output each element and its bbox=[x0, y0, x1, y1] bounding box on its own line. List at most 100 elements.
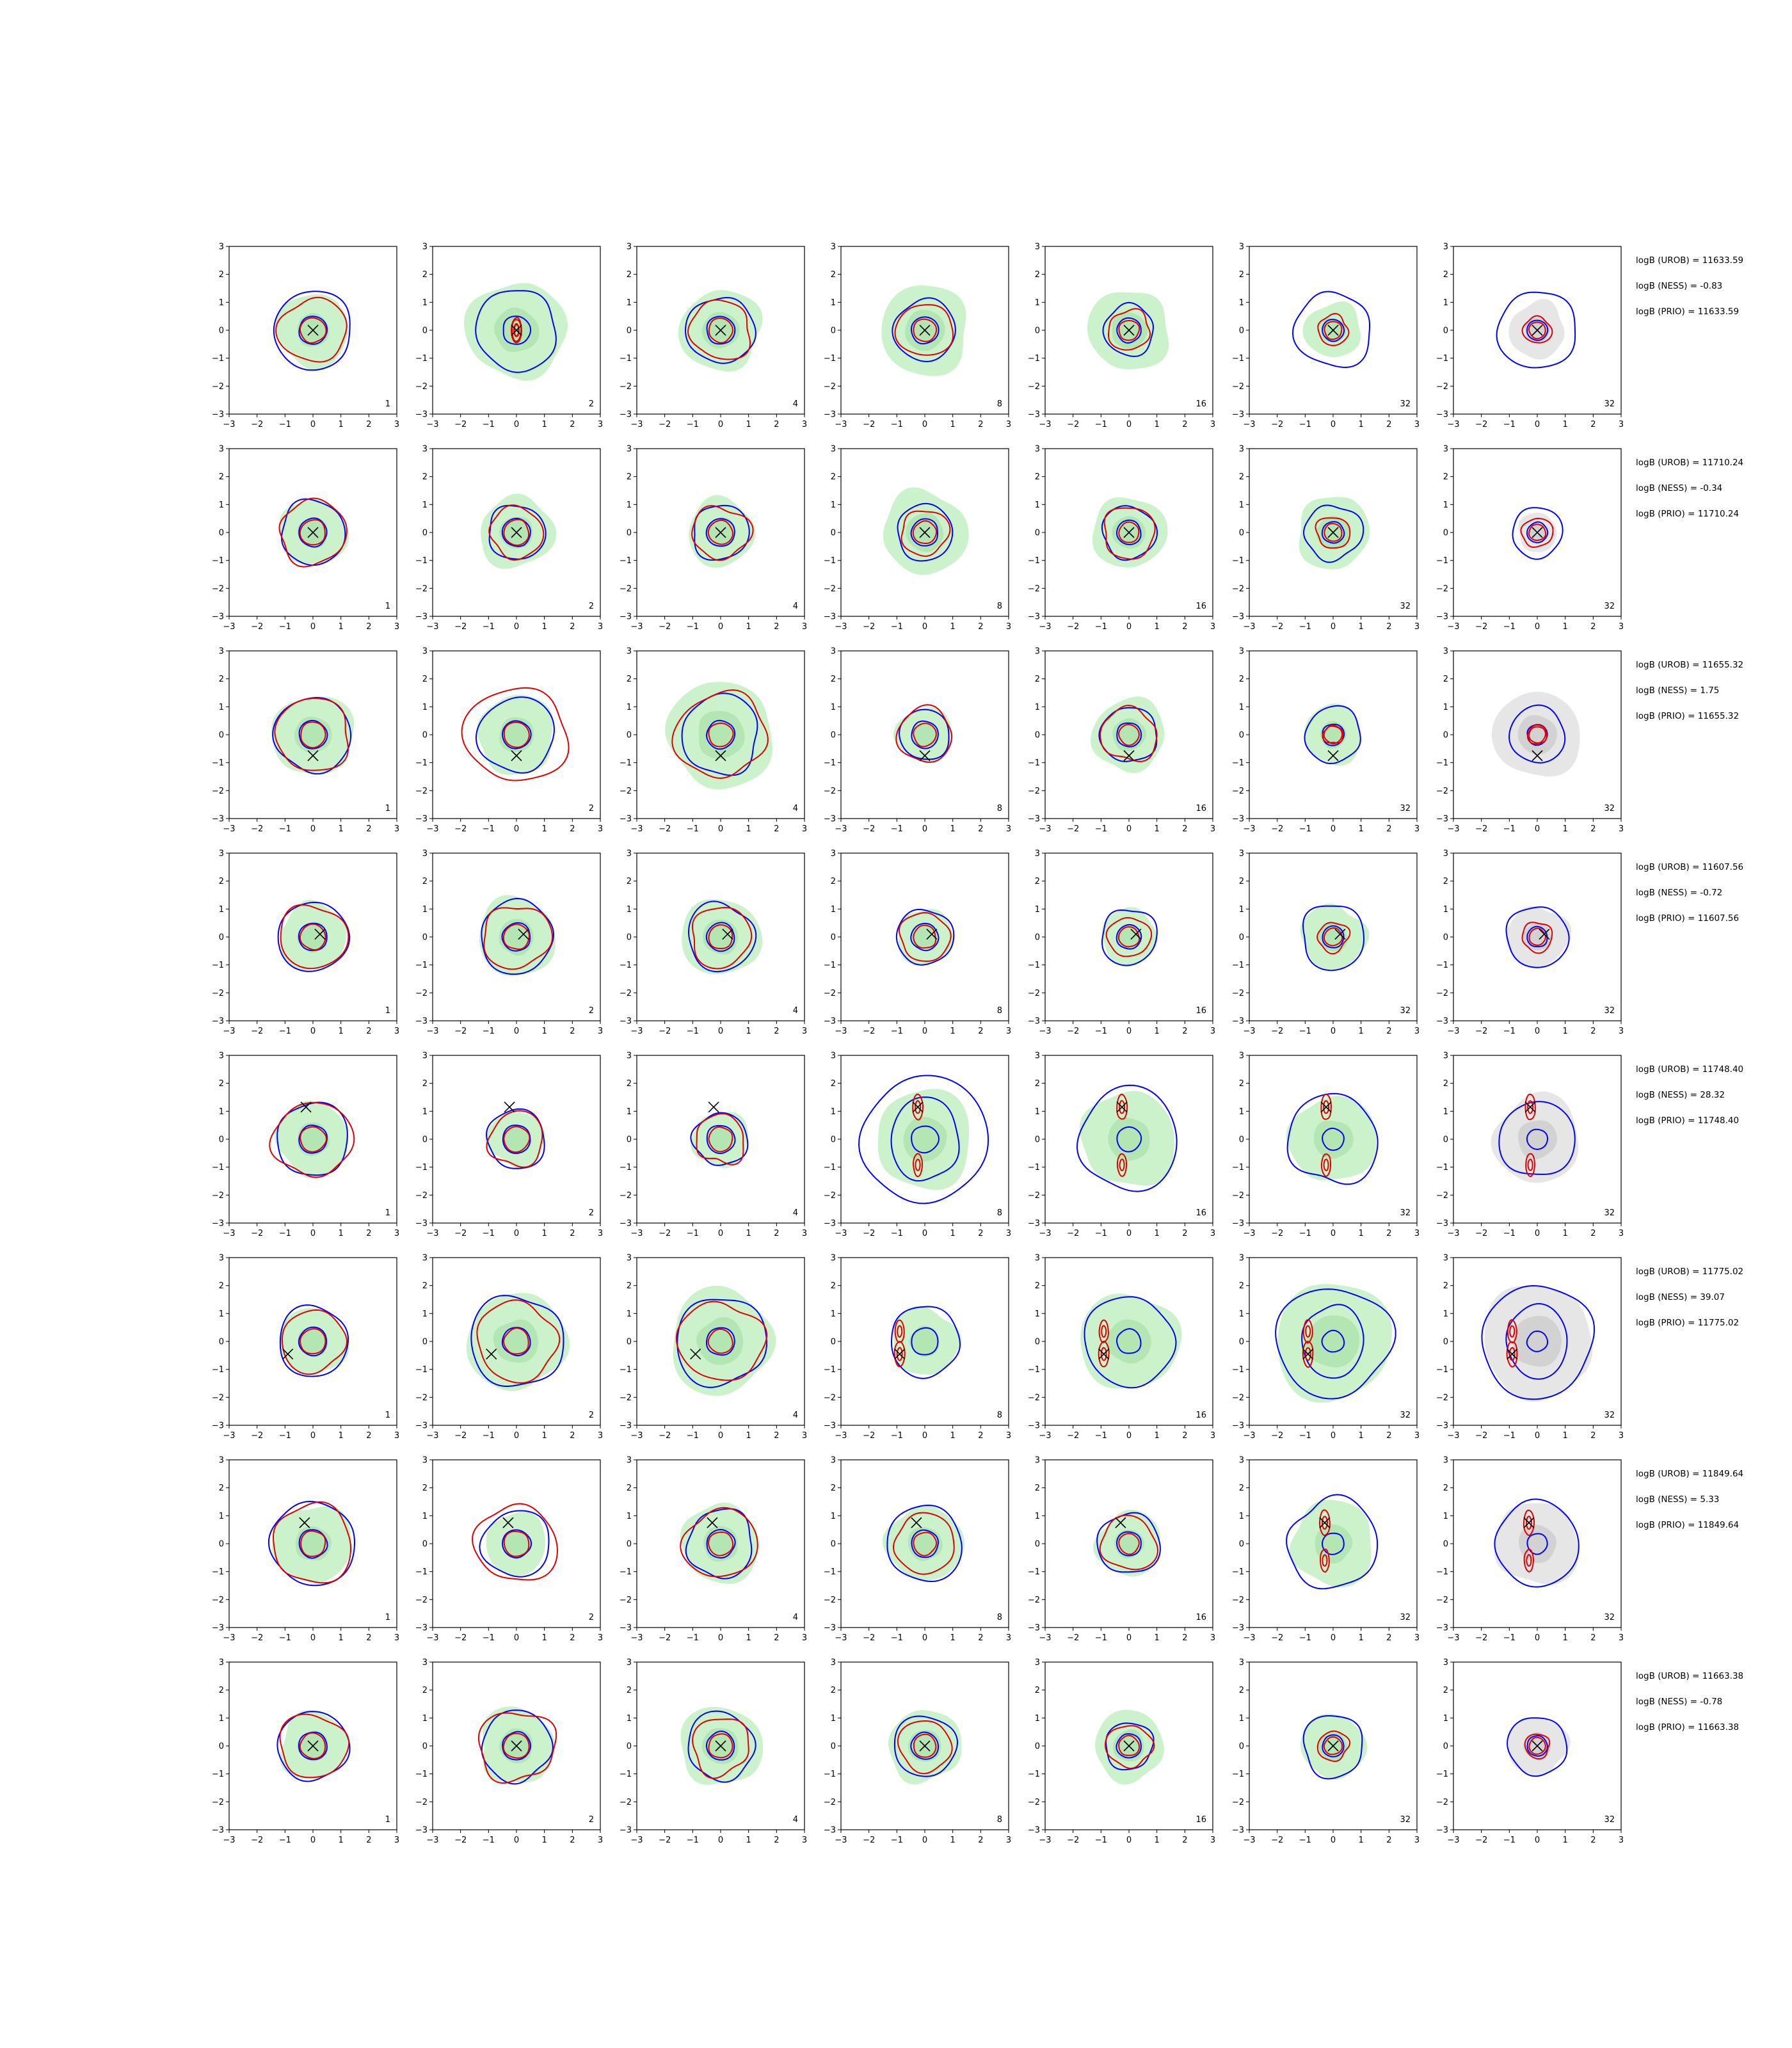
x-tick-label: 3 bbox=[1619, 1027, 1624, 1036]
x-tick-label: −1 bbox=[483, 622, 495, 632]
red-contour-inner bbox=[1528, 1736, 1546, 1755]
y-tick-label: 2 bbox=[1239, 675, 1244, 684]
y-tick-label: −3 bbox=[620, 1017, 632, 1027]
x-tick-label: −3 bbox=[223, 1229, 235, 1238]
y-tick-label: −3 bbox=[1436, 1017, 1448, 1027]
blue-contour-outer bbox=[690, 1112, 749, 1166]
x-tick-label: −2 bbox=[1067, 1836, 1079, 1845]
blue-contour-outer bbox=[1292, 291, 1370, 369]
x-tick-label: −2 bbox=[1475, 1027, 1487, 1036]
y-tick-label: −1 bbox=[212, 1770, 224, 1779]
y-tick-label: 3 bbox=[1239, 1052, 1244, 1061]
x-tick-label: −3 bbox=[1243, 1027, 1255, 1036]
y-tick-label: −3 bbox=[415, 1421, 428, 1431]
y-tick-label: 3 bbox=[1443, 1254, 1448, 1263]
x-tick-label: −1 bbox=[687, 1027, 699, 1036]
x-tick-label: 2 bbox=[1386, 1229, 1391, 1238]
panel-r3-c4: −3−3 −2 −2 −1 −1 0 0 1 1 2 2 3 3 8 bbox=[824, 647, 1011, 835]
y-tick-label: 3 bbox=[1239, 445, 1244, 454]
red-contour-mode-inner-1 bbox=[1508, 1347, 1516, 1361]
red-contour-mode-1 bbox=[1302, 1341, 1314, 1368]
true-value-marker bbox=[1524, 1101, 1536, 1113]
x-tick-label: 3 bbox=[1210, 1633, 1215, 1643]
blue-contour-outer bbox=[276, 1101, 348, 1176]
red-contour-outer bbox=[1316, 1730, 1351, 1763]
blue-contour-outer bbox=[481, 1709, 554, 1785]
x-tick-label: 0 bbox=[1126, 1229, 1132, 1238]
y-tick-label: −1 bbox=[1436, 1567, 1448, 1577]
blue-contour-outer bbox=[1302, 1715, 1363, 1780]
true-value-marker bbox=[1327, 750, 1339, 762]
y-tick-label: 1 bbox=[422, 500, 428, 510]
y-tick-label: 3 bbox=[831, 243, 836, 252]
y-tick-label: 0 bbox=[219, 933, 224, 943]
y-tick-label: −2 bbox=[1436, 382, 1448, 392]
red-contour-inner bbox=[708, 924, 733, 950]
y-tick-label: 2 bbox=[219, 1281, 224, 1291]
y-tick-label: 1 bbox=[831, 1714, 836, 1724]
red-contour-mode-inner-2 bbox=[1119, 1158, 1125, 1171]
x-tick-label: −3 bbox=[1243, 420, 1255, 429]
blue-contour-outer bbox=[1508, 704, 1566, 764]
x-tick-label: −3 bbox=[426, 622, 438, 632]
y-tick-label: 3 bbox=[422, 1456, 428, 1466]
y-tick-label: −3 bbox=[620, 1421, 632, 1431]
blue-contour-inner bbox=[1116, 1126, 1142, 1153]
y-tick-label: 2 bbox=[1239, 1281, 1244, 1291]
y-tick-label: −1 bbox=[1232, 354, 1244, 364]
density-fill-inner bbox=[911, 924, 938, 949]
x-tick-label: −3 bbox=[1039, 1836, 1051, 1845]
y-tick-label: 2 bbox=[219, 1079, 224, 1089]
y-tick-label: −1 bbox=[1232, 1163, 1244, 1172]
red-contour-inner bbox=[299, 1732, 326, 1759]
panel-corner-label: 8 bbox=[997, 399, 1002, 409]
red-contour-inner bbox=[1117, 926, 1140, 948]
x-tick-label: 3 bbox=[394, 824, 399, 834]
y-tick-label: 3 bbox=[219, 1658, 224, 1668]
panel-r6-c3: −3−3 −2 −2 −1 −1 0 0 1 1 2 2 3 3 4 bbox=[620, 1254, 807, 1441]
y-tick-label: 1 bbox=[1239, 703, 1244, 712]
y-tick-label: 1 bbox=[627, 1714, 632, 1724]
panel-r8-c5: −3−3 −2 −2 −1 −1 0 0 1 1 2 2 3 3 16 bbox=[1028, 1658, 1215, 1846]
x-tick-label: −3 bbox=[630, 1027, 643, 1036]
y-tick-label: 1 bbox=[1443, 905, 1448, 915]
red-contour-inner bbox=[300, 721, 326, 749]
panel-corner-label: 32 bbox=[1400, 399, 1411, 409]
red-contour-inner bbox=[300, 317, 327, 344]
red-contour-inner bbox=[1118, 319, 1140, 341]
y-tick-label: 2 bbox=[1035, 1484, 1040, 1493]
x-tick-label: −2 bbox=[1067, 1027, 1079, 1036]
y-tick-label: 3 bbox=[1443, 1456, 1448, 1466]
y-tick-label: −3 bbox=[824, 1219, 836, 1229]
blue-contour-outer bbox=[1096, 1512, 1161, 1573]
x-tick-label: −1 bbox=[1299, 824, 1311, 834]
red-contour-outer bbox=[476, 1299, 561, 1384]
y-tick-label: −1 bbox=[415, 758, 428, 768]
y-tick-label: 2 bbox=[627, 675, 632, 684]
y-tick-label: −1 bbox=[824, 961, 836, 970]
y-tick-label: 1 bbox=[1035, 1512, 1040, 1521]
x-tick-label: 3 bbox=[1414, 1836, 1420, 1845]
y-tick-label: 3 bbox=[1443, 243, 1448, 252]
panel-corner-label: 4 bbox=[793, 399, 798, 409]
x-tick-label: −1 bbox=[1503, 1229, 1516, 1238]
true-value-marker bbox=[511, 527, 522, 538]
x-tick-label: −3 bbox=[1039, 420, 1051, 429]
true-value-marker bbox=[715, 1740, 726, 1752]
panel-r1-c5: −3−3 −2 −2 −1 −1 0 0 1 1 2 2 3 3 16 bbox=[1028, 243, 1215, 430]
y-tick-label: 3 bbox=[422, 849, 428, 859]
y-tick-label: −3 bbox=[824, 1624, 836, 1633]
x-tick-label: 2 bbox=[366, 1633, 371, 1643]
y-tick-label: −3 bbox=[1436, 612, 1448, 622]
x-tick-label: −2 bbox=[1271, 420, 1283, 429]
panel-corner-label: 8 bbox=[997, 1006, 1002, 1016]
panel-corner-label: 2 bbox=[589, 1411, 594, 1420]
y-tick-label: 1 bbox=[831, 1512, 836, 1521]
y-tick-label: 0 bbox=[1443, 529, 1448, 538]
x-tick-label: −1 bbox=[1503, 1431, 1516, 1441]
density-fill-inner bbox=[708, 1126, 734, 1152]
density-fill-inner bbox=[1315, 1524, 1353, 1564]
blue-contour-inner bbox=[1321, 1329, 1345, 1353]
red-contour-mode-2 bbox=[913, 1153, 923, 1178]
x-tick-label: −2 bbox=[863, 1229, 875, 1238]
